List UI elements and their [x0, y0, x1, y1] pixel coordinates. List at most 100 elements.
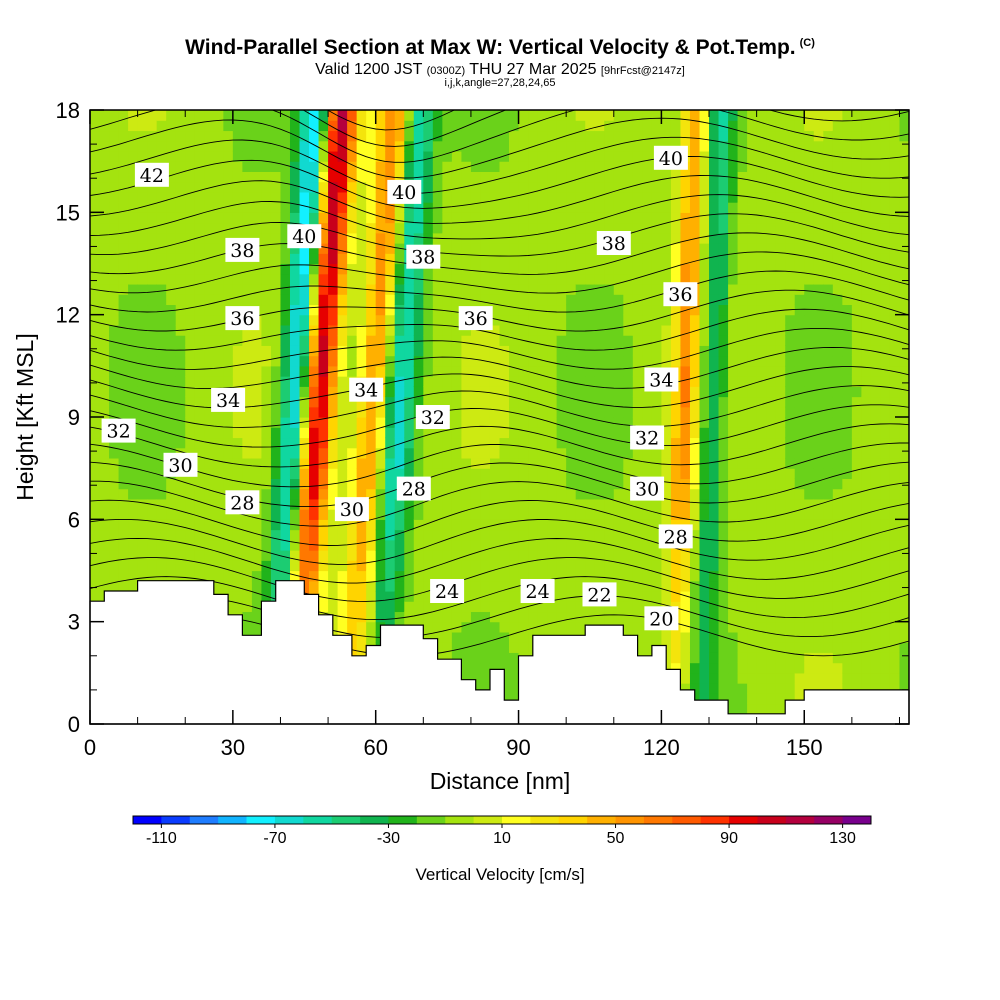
velocity-cell: [166, 232, 177, 244]
velocity-cell: [109, 447, 120, 459]
velocity-cell: [518, 447, 529, 459]
velocity-cell: [413, 324, 424, 336]
velocity-cell: [794, 212, 805, 224]
velocity-cell: [737, 498, 748, 510]
velocity-cell: [289, 150, 301, 162]
velocity-cell: [832, 560, 843, 572]
velocity-cell: [451, 345, 462, 357]
velocity-cell: [756, 171, 767, 183]
velocity-cell: [309, 181, 320, 193]
velocity-cell: [499, 314, 510, 326]
velocity-cell: [861, 672, 872, 684]
velocity-cell: [251, 273, 263, 285]
velocity-cell: [756, 519, 767, 531]
velocity-cell: [366, 283, 377, 295]
velocity-cell: [680, 560, 691, 572]
velocity-cell: [147, 120, 158, 132]
velocity-cell: [842, 631, 853, 643]
velocity-cell: [880, 652, 891, 664]
velocity-cell: [670, 662, 682, 674]
velocity-cell: [623, 519, 634, 531]
velocity-cell: [842, 263, 853, 275]
velocity-cell: [432, 488, 443, 500]
velocity-cell: [861, 345, 872, 357]
velocity-cell: [232, 406, 243, 418]
velocity-cell: [318, 417, 329, 428]
velocity-cell: [728, 171, 739, 183]
velocity-cell: [756, 447, 767, 459]
velocity-cell: [299, 437, 310, 449]
velocity-cell: [642, 161, 653, 172]
velocity-cell: [366, 120, 377, 132]
velocity-cell: [747, 488, 758, 500]
velocity-cell: [861, 273, 872, 285]
velocity-cell: [699, 437, 710, 449]
velocity-cell: [870, 263, 882, 275]
velocity-cell: [147, 191, 158, 203]
velocity-cell: [851, 590, 862, 602]
velocity-cell: [470, 191, 482, 203]
velocity-cell: [566, 110, 577, 121]
velocity-cell: [242, 110, 253, 121]
velocity-cell: [756, 314, 767, 326]
velocity-cell: [480, 120, 491, 132]
velocity-cell: [261, 560, 272, 572]
velocity-cell: [185, 498, 196, 510]
velocity-cell: [699, 130, 710, 142]
velocity-cell: [356, 621, 367, 633]
velocity-cell: [556, 283, 567, 295]
velocity-cell: [470, 621, 482, 633]
velocity-cell: [394, 130, 405, 142]
velocity-cell: [794, 181, 805, 193]
velocity-cell: [813, 672, 824, 684]
velocity-cell: [604, 396, 615, 408]
velocity-cell: [194, 550, 205, 561]
velocity-cell: [328, 212, 339, 224]
velocity-cell: [347, 243, 358, 254]
velocity-cell: [699, 488, 710, 500]
velocity-cell: [432, 529, 443, 541]
velocity-cell: [689, 212, 701, 224]
velocity-cell: [556, 550, 567, 561]
velocity-cell: [547, 509, 558, 520]
velocity-cell: [156, 355, 167, 367]
velocity-cell: [337, 110, 348, 121]
velocity-cell: [585, 171, 596, 183]
velocity-cell: [499, 294, 510, 306]
velocity-cell: [870, 437, 882, 449]
velocity-cell: [385, 519, 396, 531]
velocity-cell: [689, 191, 701, 203]
velocity-cell: [375, 263, 386, 275]
velocity-cell: [242, 529, 253, 541]
velocity-cell: [347, 457, 358, 469]
velocity-cell: [861, 406, 872, 418]
velocity-cell: [99, 243, 110, 254]
velocity-cell: [99, 140, 110, 152]
velocity-cell: [99, 150, 110, 162]
velocity-cell: [499, 222, 510, 234]
velocity-cell: [804, 283, 815, 295]
velocity-cell: [299, 140, 310, 152]
velocity-cell: [737, 468, 748, 479]
velocity-cell: [556, 181, 567, 193]
velocity-cell: [766, 478, 777, 490]
velocity-cell: [385, 457, 396, 469]
velocity-cell: [842, 335, 853, 346]
velocity-cell: [861, 519, 872, 531]
velocity-cell: [623, 468, 634, 479]
velocity-cell: [280, 222, 291, 234]
velocity-cell: [461, 509, 472, 520]
velocity-cell: [318, 335, 329, 346]
velocity-cell: [775, 130, 786, 142]
velocity-cell: [128, 386, 139, 398]
velocity-cell: [232, 140, 243, 152]
velocity-cell: [328, 202, 339, 213]
velocity-cell: [318, 222, 329, 234]
velocity-cell: [794, 232, 805, 244]
velocity-cell: [842, 386, 853, 398]
velocity-cell: [223, 468, 234, 479]
velocity-cell: [709, 232, 720, 244]
velocity-cell: [499, 488, 510, 500]
velocity-cell: [585, 314, 596, 326]
velocity-cell: [585, 222, 596, 234]
